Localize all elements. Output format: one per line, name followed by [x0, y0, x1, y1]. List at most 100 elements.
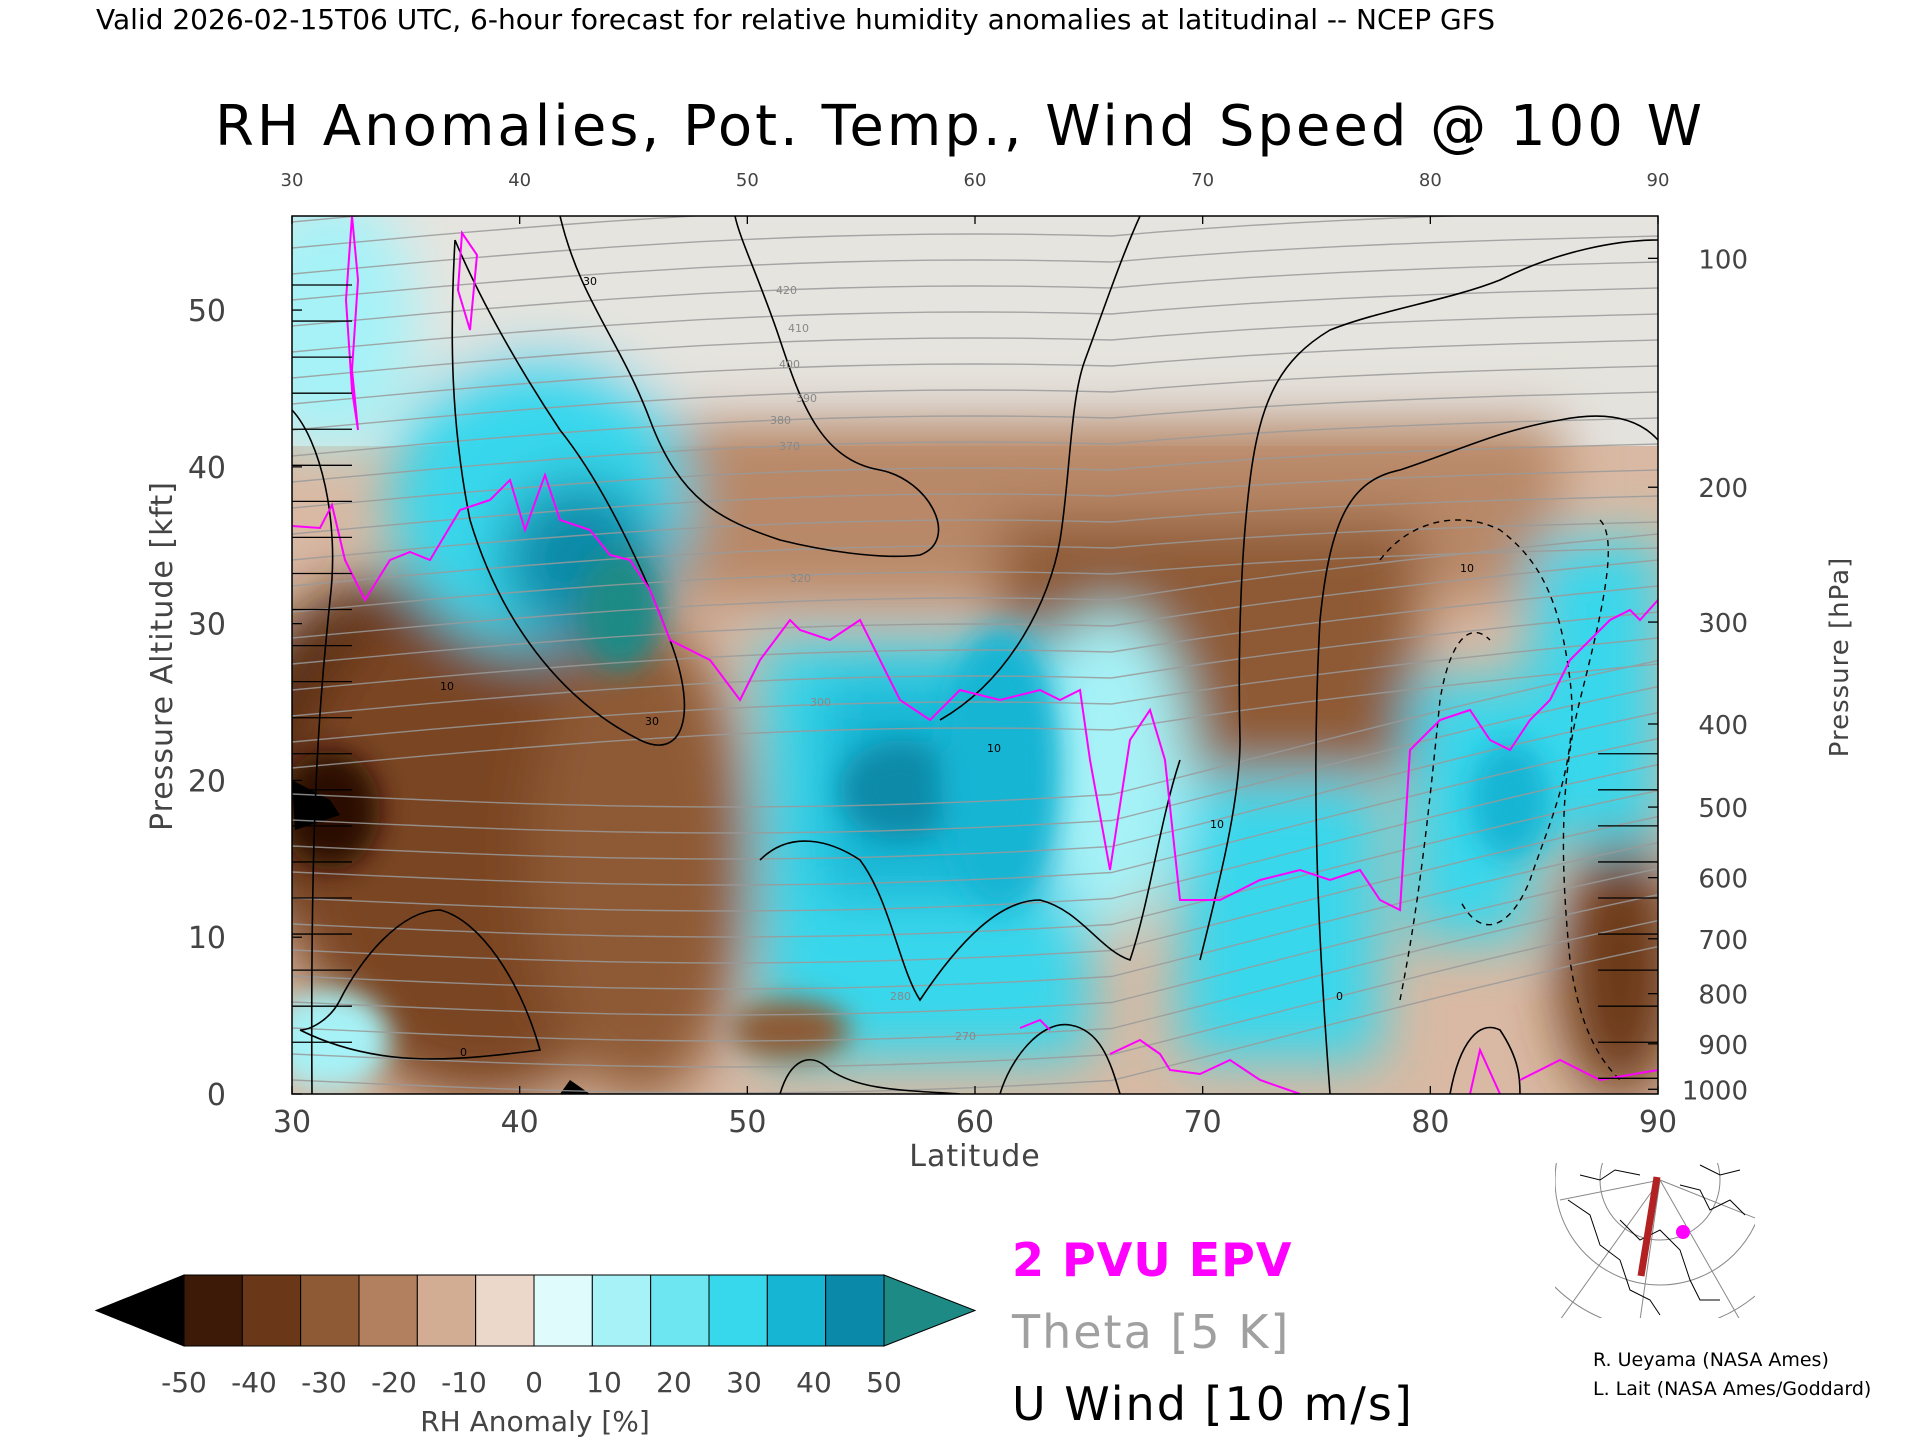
inset-marker-dot	[1676, 1225, 1690, 1239]
valid-line: Valid 2026-02-15T06 UTC, 6-hour forecast…	[96, 3, 1495, 36]
theta-contour	[292, 637, 1658, 743]
credit-line-2: L. Lait (NASA Ames/Goddard)	[1593, 1378, 1871, 1400]
colorbar-cell	[533, 1274, 593, 1347]
colorbar-tick-label: 0	[525, 1366, 543, 1399]
pressure-tick-label: 400	[1698, 711, 1748, 741]
theta-contour	[292, 313, 1658, 379]
theta-label: 420	[776, 284, 797, 297]
theta-contour	[292, 417, 1658, 483]
colorbar-cell	[708, 1274, 768, 1347]
x-tick-label: 30	[273, 1105, 311, 1140]
theta-contour	[292, 663, 1658, 769]
x-tick-label-top: 40	[508, 170, 531, 191]
pressure-tick-label: 900	[1698, 1031, 1748, 1061]
x-tick-label-top: 60	[964, 170, 987, 191]
inset-map	[1555, 1163, 1755, 1318]
theta-contour	[292, 585, 1658, 691]
theta-label: 320	[790, 572, 811, 585]
x-tick-label: 90	[1639, 1105, 1677, 1140]
y-axis-right: 100 200 300 400 500 600 700 800 900 1000	[1648, 245, 1748, 1106]
colorbar-cell	[591, 1274, 652, 1347]
theta-contour	[292, 391, 1658, 457]
colorbar-label: RH Anomaly [%]	[420, 1405, 650, 1438]
theta-contour	[292, 261, 1658, 327]
colorbar-tick-label: 40	[796, 1366, 832, 1399]
theta-contour	[292, 495, 1658, 561]
y-tick-label: 40	[188, 451, 226, 486]
theta-contour	[292, 287, 1658, 353]
theta-contour	[292, 365, 1658, 431]
y-axis-left: 0 10 20 30 40 50	[188, 294, 302, 1113]
y-tick-label: 0	[207, 1078, 226, 1113]
colorbar-right-arrow	[883, 1274, 977, 1347]
colorbar-cell	[183, 1274, 243, 1347]
theta-contour	[292, 339, 1658, 405]
theta-contour	[292, 763, 1658, 912]
x-tick-label: 50	[728, 1105, 766, 1140]
wind-level-markers	[292, 284, 1658, 1079]
pressure-tick-label: 700	[1698, 926, 1748, 956]
wind-label: 0	[1336, 990, 1343, 1003]
wind-label: 10	[1210, 818, 1224, 831]
y-tick-label: 50	[188, 294, 226, 329]
x-tick-label-top: 70	[1191, 170, 1214, 191]
x-axis-bottom: 30 40 50 60 70 80 90	[273, 1086, 1677, 1140]
wind-label: 10	[987, 742, 1001, 755]
colorbar-cell	[416, 1274, 477, 1347]
theta-label: 380	[770, 414, 791, 427]
theta-contour	[292, 841, 1658, 990]
y2-axis-label: Pressure [hPa]	[1825, 557, 1855, 758]
pressure-tick-label: 800	[1698, 981, 1748, 1011]
theta-label: 280	[890, 990, 911, 1003]
wind-label: 30	[583, 275, 597, 288]
theta-contours	[292, 216, 1658, 1094]
x-tick-label: 80	[1411, 1105, 1449, 1140]
pressure-tick-label: 200	[1698, 474, 1748, 504]
colorbar-tick-label: 50	[866, 1366, 902, 1399]
wind-label: 30	[645, 715, 659, 728]
x-tick-label: 70	[1184, 1105, 1222, 1140]
theta-label: 410	[788, 322, 809, 335]
colorbar-tick-label: 30	[726, 1366, 762, 1399]
y-tick-label: 10	[188, 921, 226, 956]
legend-theta: Theta [5 K]	[1011, 1305, 1290, 1359]
colorbar-tick-label: -50	[161, 1366, 207, 1399]
theta-contour	[292, 547, 1658, 613]
negative-wind-contours	[1379, 519, 1621, 1081]
x-axis-label: Latitude	[909, 1139, 1040, 1174]
theta-contour	[292, 216, 709, 249]
theta-label: 390	[796, 392, 817, 405]
chart-title: RH Anomalies, Pot. Temp., Wind Speed @ 1…	[215, 94, 1705, 159]
legend-epv: 2 PVU EPV	[1012, 1233, 1292, 1287]
legend-uwind: U Wind [10 m/s]	[1012, 1377, 1414, 1431]
u-wind-contours	[292, 216, 1658, 1094]
credit-line-1: R. Ueyama (NASA Ames)	[1593, 1349, 1829, 1371]
colorbar-tick-label: -20	[371, 1366, 417, 1399]
colorbar-cell	[241, 1274, 302, 1347]
theta-contour	[292, 533, 1658, 639]
rh-anomaly-field	[292, 216, 1658, 1094]
colorbar: -50 -40 -30 -20 -10 0 10 20 30 40 50	[94, 1274, 977, 1399]
colorbar-tick-label: -10	[441, 1366, 487, 1399]
colorbar-cell	[825, 1274, 885, 1347]
colorbar-cell	[300, 1274, 360, 1347]
theta-contour	[292, 611, 1658, 717]
wind-label: 10	[440, 680, 454, 693]
colorbar-cell	[650, 1274, 710, 1347]
cross-section-track	[1637, 1176, 1661, 1277]
y-axis-label: Pressure Altitude [kft]	[145, 481, 180, 831]
pressure-tick-label: 600	[1698, 865, 1748, 895]
theta-contour	[292, 711, 1658, 860]
theta-label: 270	[955, 1030, 976, 1043]
epv-2pvu-contour	[292, 216, 1658, 1094]
theta-label: 370	[779, 440, 800, 453]
y-tick-label: 20	[188, 764, 226, 799]
theta-contour	[292, 659, 1658, 808]
pressure-tick-label: 1000	[1682, 1076, 1748, 1106]
wind-label: 0	[460, 1046, 467, 1059]
pressure-tick-label: 100	[1698, 245, 1748, 275]
theta-contour	[292, 919, 1658, 1068]
x-tick-label-top: 50	[736, 170, 759, 191]
pressure-tick-label: 300	[1698, 609, 1748, 639]
